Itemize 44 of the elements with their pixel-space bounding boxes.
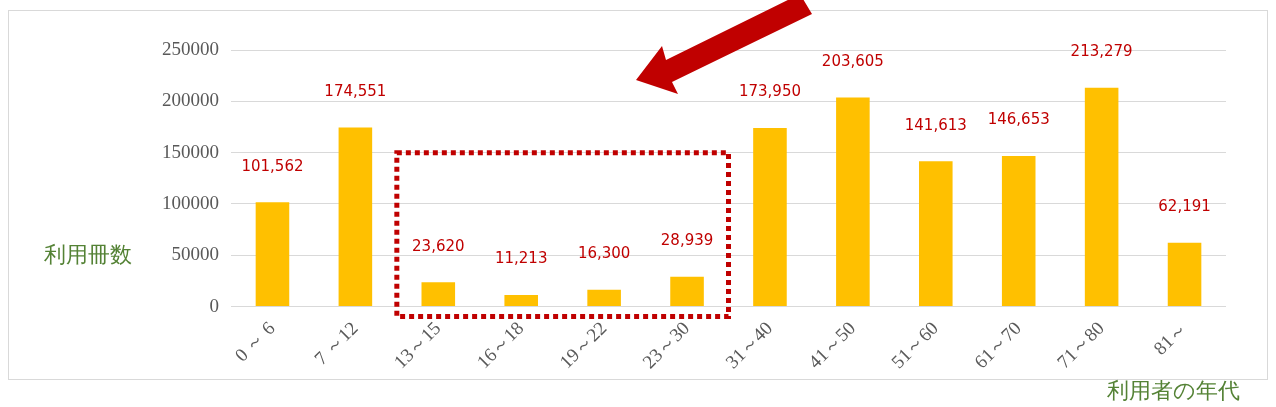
x-tick-label: 23～30 [638,317,694,373]
x-tick-label: 41～50 [804,317,860,373]
bar [670,276,704,307]
bar [338,127,373,307]
data-label: 101,562 [241,156,304,175]
data-label: 16,300 [577,244,631,263]
x-tick-label: 71～80 [1052,317,1108,373]
x-tick-label: 51～60 [886,317,943,373]
bar [1167,242,1202,307]
bar [587,289,621,307]
data-label: 62,191 [1158,197,1211,216]
y-tick-label: 150000 [162,140,219,162]
data-label: 173,950 [738,82,801,101]
bar [753,128,787,307]
x-axis-title: 利用者の年代 [1107,377,1240,405]
x-tick-label: 19～22 [555,317,611,373]
bar [421,282,456,307]
bar [1084,87,1119,307]
x-tick-label: 0 ～ 6 [230,317,279,366]
bar [504,295,538,307]
data-label: 213,279 [1070,42,1133,61]
data-label: 23,620 [412,236,465,255]
x-tick-label: 16～18 [472,317,528,373]
x-tick-label: 13～15 [389,317,445,373]
data-label: 146,653 [987,110,1050,129]
data-label: 28,939 [660,231,714,250]
y-tick-label: 100000 [162,191,219,213]
data-label: 11,213 [494,249,548,268]
bar [836,97,870,307]
y-tick-label: 250000 [162,37,219,59]
x-tick-label: 7 ～12 [309,317,362,369]
y-tick-label: 0 [209,294,219,316]
x-tick-label: 31～40 [721,317,777,373]
y-axis-title: 利用冊数 [44,241,132,269]
bar [255,202,290,307]
data-label: 141,613 [904,115,967,134]
x-tick-label: 81～ [1149,317,1191,359]
data-label: 203,605 [821,52,884,71]
y-tick-label: 50000 [171,243,219,265]
bar [919,161,953,307]
y-tick-label: 200000 [162,89,219,111]
data-label: 174,551 [324,81,387,100]
bar [1001,156,1036,307]
x-tick-label: 61～70 [969,317,1026,373]
